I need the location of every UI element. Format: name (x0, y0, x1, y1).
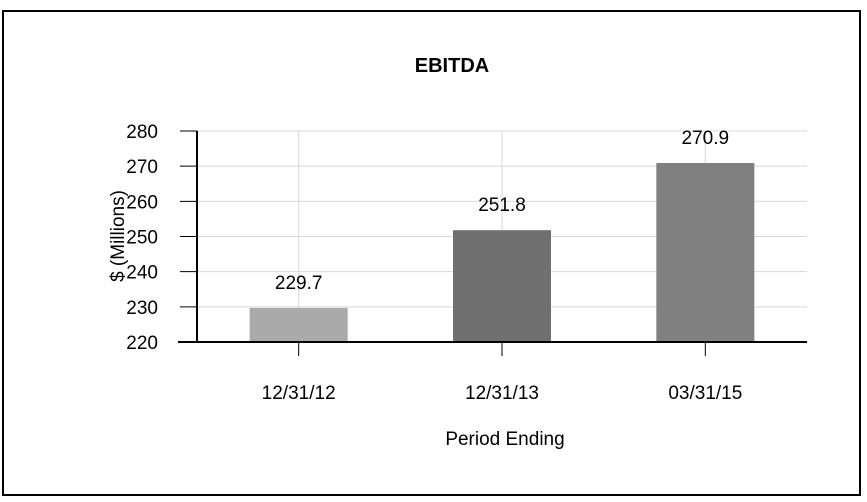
data-label: 270.9 (682, 128, 730, 149)
y-tick-label: 240 (126, 263, 158, 284)
bars (249, 163, 755, 342)
x-tick-label: 12/31/13 (465, 383, 539, 404)
x-axis-ticks: 12/31/12 12/31/13 03/31/15 (262, 342, 742, 404)
y-tick-label: 270 (126, 157, 158, 178)
y-tick-label: 280 (126, 122, 158, 143)
y-tick-label: 260 (126, 192, 158, 213)
chart-title: EBITDA (415, 55, 489, 77)
data-label: 251.8 (478, 195, 526, 216)
bar-1 (453, 230, 551, 342)
x-tick-label: 03/31/15 (668, 383, 742, 404)
y-axis-label: $ (Millions) (108, 190, 129, 282)
data-labels: 229.7 251.8 270.9 (275, 128, 729, 294)
x-axis-label: Period Ending (445, 429, 564, 450)
y-tick-label: 250 (126, 228, 158, 249)
y-tick-label: 230 (126, 298, 158, 319)
y-axis-ticks: 220 230 240 250 260 270 280 (126, 122, 197, 354)
y-tick-label: 220 (126, 333, 158, 354)
bar-2 (656, 163, 755, 342)
bar-0 (249, 307, 348, 342)
data-label: 229.7 (275, 273, 323, 294)
x-tick-label: 12/31/12 (262, 383, 336, 404)
